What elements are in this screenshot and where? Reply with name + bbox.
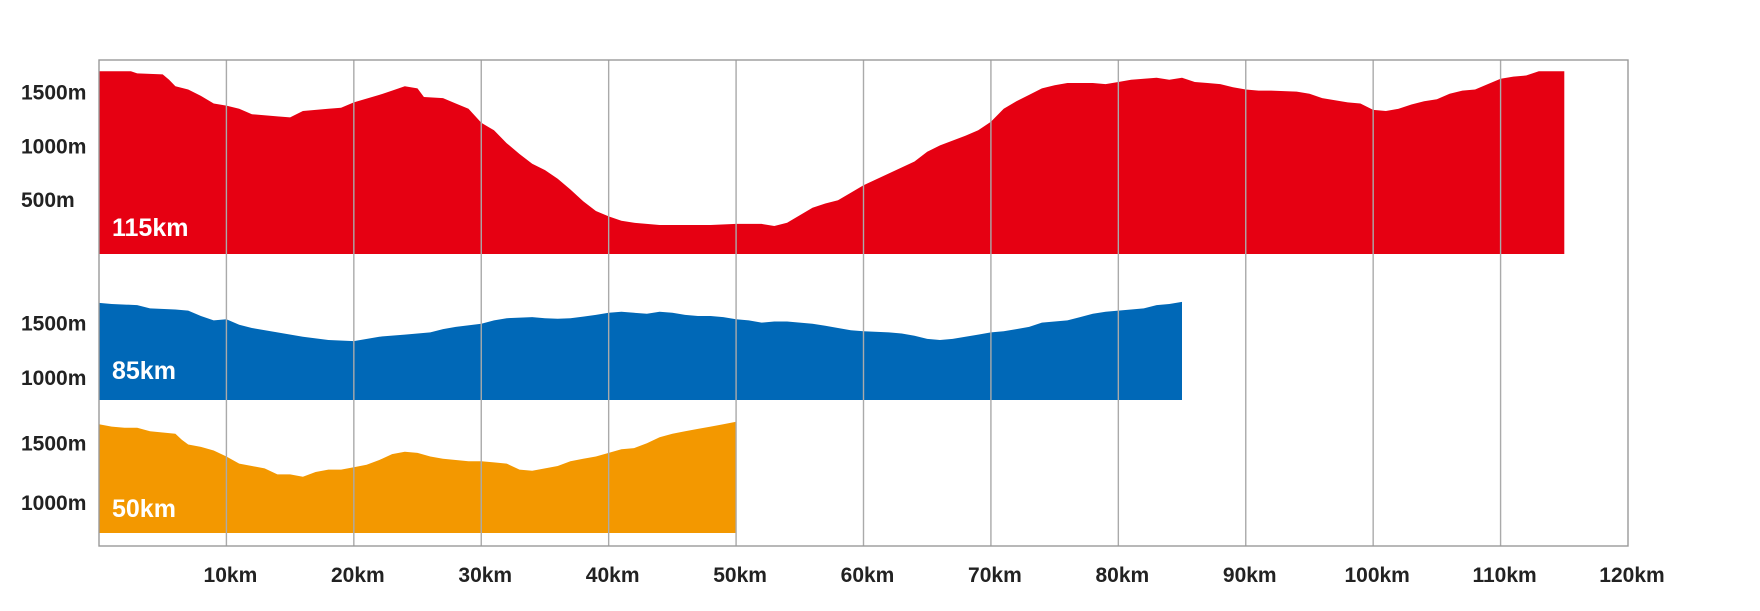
y-tick-label: 1000m [21,135,86,158]
x-tick-label: 80km [1095,564,1149,587]
x-tick-label: 110km [1472,564,1536,587]
x-tick-label: 70km [968,564,1022,587]
elevation-area-85km [99,301,1182,400]
x-tick-label: 20km [331,564,385,587]
x-tick-label: 30km [458,564,512,587]
y-tick-label: 1000m [21,367,86,390]
y-tick-label: 1500m [21,432,86,455]
y-tick-label: 1000m [21,492,86,515]
plot-frame [98,59,1629,547]
x-tick-label: 10km [204,564,258,587]
elevation-area-115km [99,71,1565,254]
x-tick-label: 40km [586,564,640,587]
x-tick-label: 120km [1599,564,1664,587]
elevation-area-50km [99,421,737,533]
route-label-85km: 85km [112,357,176,385]
x-tick-label: 90km [1223,564,1277,587]
route-label-50km: 50km [112,495,176,523]
y-tick-label: 1500m [21,313,86,336]
y-tick-label: 1500m [21,82,86,105]
x-tick-label: 50km [713,564,767,587]
route-label-115km: 115km [112,214,188,242]
x-tick-label: 100km [1344,564,1409,587]
x-tick-label: 60km [841,564,895,587]
y-tick-label: 500m [21,189,75,212]
